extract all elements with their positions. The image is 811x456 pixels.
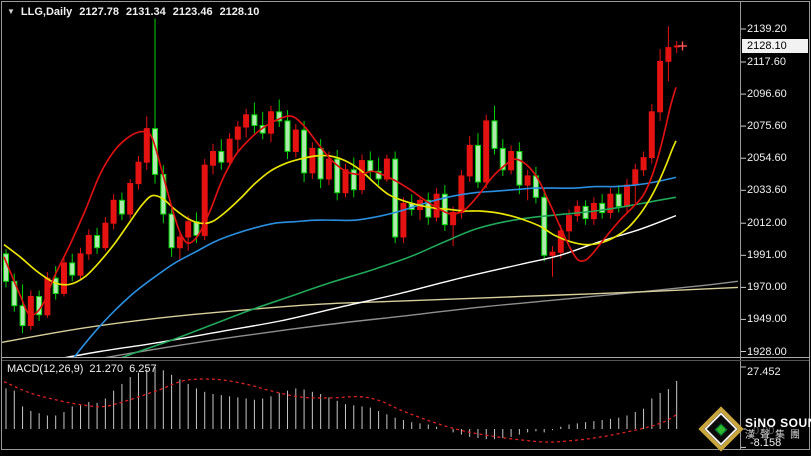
candlestick-series [3,18,680,334]
ohlc-close: 2128.10 [219,6,260,18]
macd-indicator-label: MACD(12,26,9) 21.270 6.257 [7,363,163,375]
ohlc-high: 2131.34 [126,6,166,18]
logo-brand-text: SiNO SOUND [745,415,811,430]
macd-axis-max-label: 27.452 [747,366,781,378]
symbol-label: LLG,Daily [20,6,73,18]
broker-watermark: SiNO SOUND 漢聲集團 [698,406,811,452]
chart-title-bar: ▼ LLG,Daily 2127.78 2131.34 2123.46 2128.10 [7,6,259,18]
price-axis-label: 2012.00 [747,217,787,229]
ohlc-low: 2123.46 [172,6,213,18]
ma-green-120 [121,196,677,357]
price-axis-label: 2033.60 [747,184,787,196]
logo-chinese-text: 漢聲集團 [745,429,805,441]
last-price-marker [678,41,687,51]
macd-axis-zero-label: 0.00 [753,425,775,437]
price-axis-label: 1991.00 [747,249,787,261]
price-axis-label: 1928.00 [747,346,787,358]
ma-khaki-250 [2,286,739,343]
macd-signal-line [3,378,677,443]
axis-ticks [741,28,746,448]
macd-signal-value: 6.257 [129,363,157,375]
price-axis-label: 2054.60 [747,152,787,164]
logo-center-dot [714,422,728,436]
ma-yellow-30 [3,140,677,286]
ma-blue-60 [73,176,677,357]
price-axis-label: 2096.60 [747,88,787,100]
symbol-dropdown-icon[interactable]: ▼ [7,7,15,16]
price-axis-label: 2139.20 [747,23,787,35]
price-axis-label: 2117.60 [747,56,786,68]
price-axis-label: 1970.00 [747,281,787,293]
macd-name: MACD(12,26,9) [7,363,84,375]
sino-sound-logo-icon [698,406,744,452]
macd-axis-min-label: -8.158 [750,437,782,449]
price-axis-label: 1949.00 [747,313,787,325]
macd-histogram [5,367,678,440]
price-axis-label: 2075.60 [747,120,787,132]
macd-main-value: 21.270 [89,363,124,375]
ma-white-150 [64,214,677,357]
ohlc-open: 2127.78 [79,6,120,18]
ma-overlays [2,87,739,357]
current-price-tag: 2128.10 [742,39,808,53]
ma-red-10 [3,87,677,317]
